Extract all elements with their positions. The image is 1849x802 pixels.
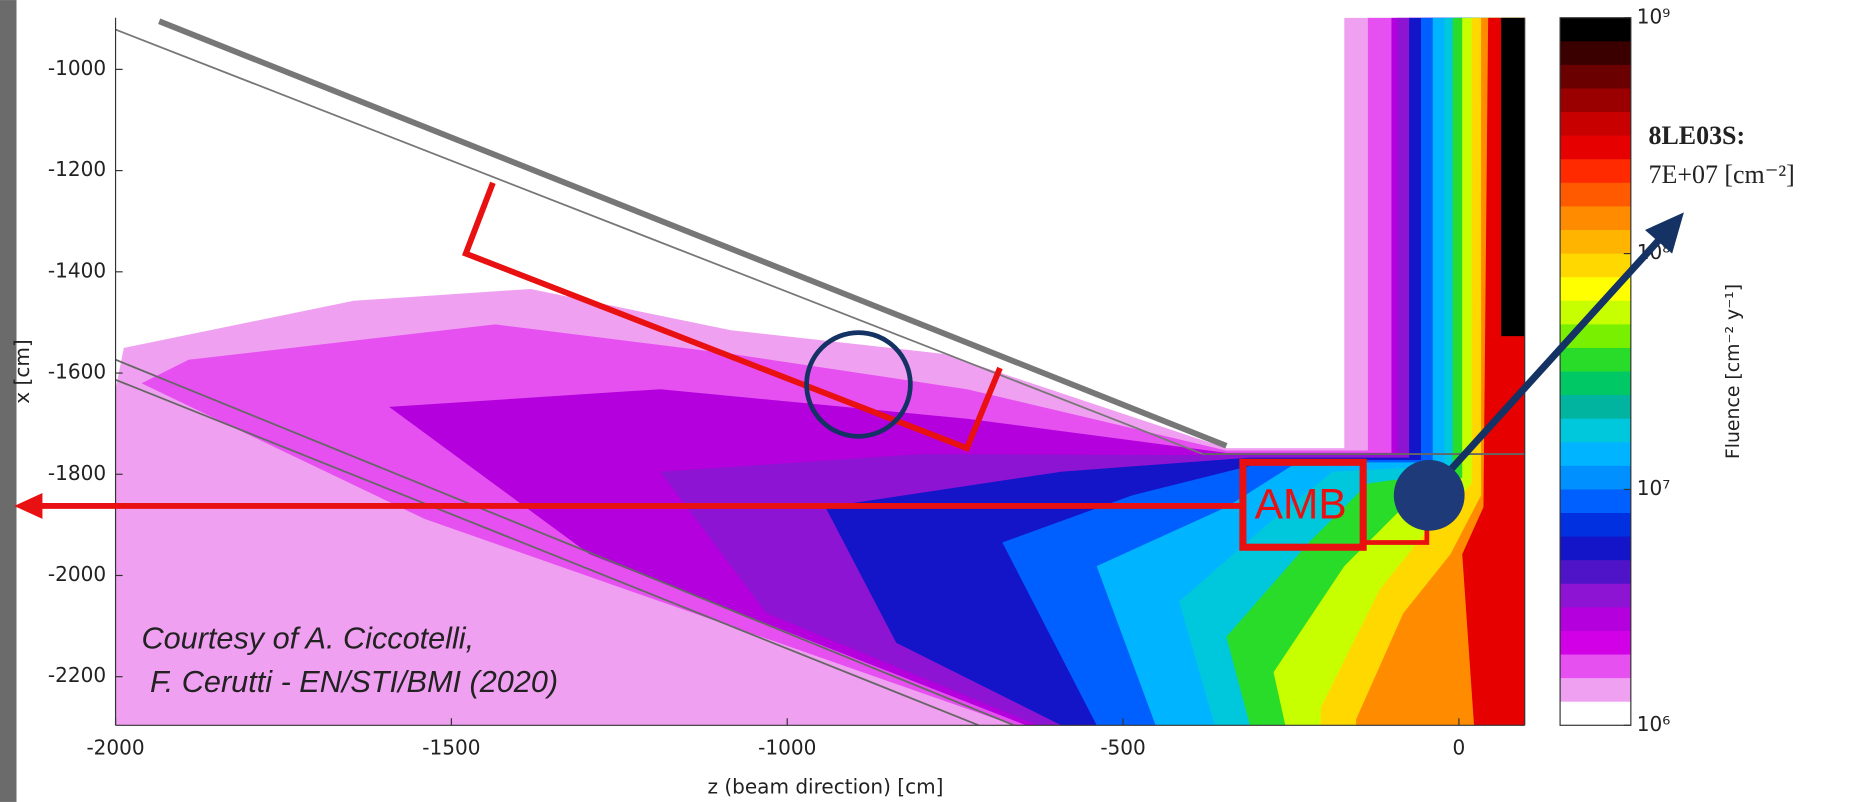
sensor-value: 7E+07 [cm⁻²] xyxy=(1649,160,1795,189)
colorbar-tick-label: 10⁹ xyxy=(1637,4,1671,28)
y-tick-label: -1000 xyxy=(48,56,106,80)
colorbar-label: Fluence [cm⁻² y⁻¹] xyxy=(1722,284,1744,459)
colorbar-band xyxy=(1560,418,1631,443)
colorbar-band xyxy=(1560,560,1631,585)
colorbar-band xyxy=(1560,536,1631,561)
colorbar-band xyxy=(1560,112,1631,137)
colorbar-band xyxy=(1560,253,1631,278)
axes: -2000 -1500 -1000 -500 0 -1000 -1200 -1400 -1600… xyxy=(48,56,1465,759)
credit: F. Cerutti - EN/STI/BMI (2020) xyxy=(142,665,559,699)
colorbar-band xyxy=(1560,701,1631,726)
colorbar-band xyxy=(1560,395,1631,420)
colorbar-band xyxy=(1560,88,1631,113)
y-tick-label: -2000 xyxy=(48,562,106,586)
bracket xyxy=(461,181,1003,452)
colorbar-band xyxy=(1560,159,1631,184)
colorbar-band xyxy=(1560,41,1631,66)
colorbar-frame xyxy=(1559,17,1632,726)
colorbar-band xyxy=(1560,17,1631,42)
colorbar-band xyxy=(1560,182,1631,208)
x-axis-label: z (beam direction) [cm] xyxy=(707,774,943,798)
pointer-head xyxy=(1644,212,1684,254)
colorbar-band xyxy=(1560,442,1631,467)
credit: Courtesy of A. Ciccotelli, xyxy=(142,621,475,655)
x-tick-label: -2000 xyxy=(86,735,144,759)
colorbar-band xyxy=(1560,371,1631,396)
x-tick-label: -1000 xyxy=(758,735,816,759)
box-label: AMB xyxy=(1255,480,1347,527)
y-tick-label: -1800 xyxy=(48,461,106,485)
arrow-head xyxy=(14,492,43,519)
y-tick-label: -1600 xyxy=(48,360,106,384)
colorbar-band xyxy=(1560,347,1631,373)
y-tick-label: -2200 xyxy=(48,663,106,687)
colorbar-band xyxy=(1560,678,1631,703)
x-tick-label: 0 xyxy=(1453,735,1466,759)
colorbar-band xyxy=(1560,489,1631,514)
colorbar-band xyxy=(1560,64,1631,90)
sensor-name: 8LE03S: xyxy=(1649,121,1746,150)
colorbar-band xyxy=(1560,135,1631,160)
colorbar-band xyxy=(1560,465,1631,491)
colorbar-tick-label: 10⁷ xyxy=(1637,476,1671,500)
colorbar-band xyxy=(1560,230,1631,255)
heatmap xyxy=(115,17,1525,726)
photo-edge xyxy=(0,0,17,802)
colorbar-tick-label: 10⁶ xyxy=(1637,712,1671,736)
colorbar-band xyxy=(1560,513,1631,538)
colorbar-band xyxy=(1560,607,1631,632)
colorbar-band xyxy=(1560,654,1631,679)
marker-circle xyxy=(804,330,913,439)
y-tick-label: -1400 xyxy=(48,258,106,282)
colorbar-band xyxy=(1560,583,1631,608)
y-tick-label: -1200 xyxy=(48,157,106,181)
x-tick-label: -1500 xyxy=(422,735,480,759)
y-axis-label: x [cm] xyxy=(10,339,34,403)
sensor-ball xyxy=(1393,459,1465,531)
x-tick-label: -500 xyxy=(1100,735,1145,759)
colorbar-band xyxy=(1560,630,1631,656)
colorbar-band xyxy=(1560,206,1631,231)
pointer-line xyxy=(1430,233,1666,492)
